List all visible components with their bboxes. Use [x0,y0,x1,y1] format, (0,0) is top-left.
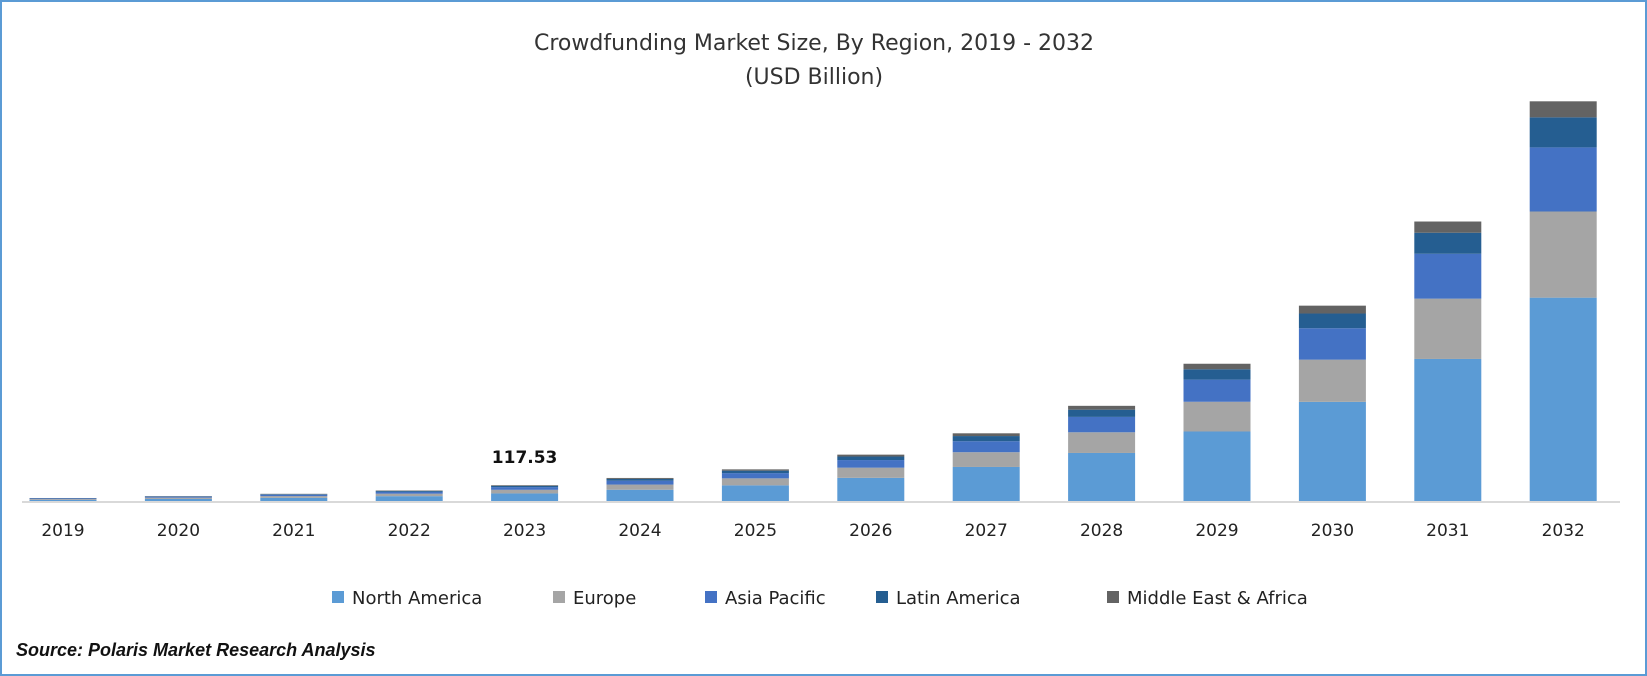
bar-2026-north-america [837,477,905,502]
bar-2030-latin-america [1298,313,1366,329]
bar-2021-asia-pacific [260,494,328,497]
bar-2029-north-america [1183,431,1251,502]
legend-label: North America [352,588,482,609]
legend-label: Europe [573,588,636,609]
bar-2022-europe [375,493,443,497]
bar-2019-asia-pacific [29,498,97,500]
bar-2024-asia-pacific [606,480,674,485]
legend-swatch [553,591,565,603]
bar-2031-middle-east-africa [1414,221,1482,233]
x-tick-label: 2023 [503,521,546,541]
bar-2022-latin-america [375,491,443,492]
x-tick-label: 2019 [41,521,84,541]
bar-2023-latin-america [491,485,559,488]
chart-subtitle: (USD Billion) [745,65,883,90]
bar-2029-asia-pacific [1183,379,1251,402]
bar-2023-europe [491,489,559,494]
bar-2027-middle-east-africa [952,433,1020,437]
bar-2029-europe [1183,401,1251,432]
bar-2031-asia-pacific [1414,253,1482,299]
x-tick-label: 2030 [1311,521,1354,541]
bar-2021-north-america [260,497,328,502]
bar-2023-asia-pacific [491,487,559,490]
bar-2030-north-america [1298,401,1366,502]
bar-2032-middle-east-africa [1529,101,1597,118]
bar-2026-asia-pacific [837,460,905,468]
bar-2027-north-america [952,466,1020,502]
bar-2029-latin-america [1183,369,1251,380]
bar-2020-europe [144,497,212,499]
bar-2023-north-america [491,493,559,502]
chart-title: Crowdfunding Market Size, By Region, 201… [534,31,1094,56]
bar-2032-europe [1529,211,1597,298]
x-tick-label: 2028 [1080,521,1123,541]
bar-2024-latin-america [606,478,674,481]
bar-2025-europe [721,478,789,486]
bar-2019-north-america [29,499,97,502]
bar-2021-europe [260,496,328,498]
bar-2027-latin-america [952,436,1020,442]
bar-2030-europe [1298,359,1366,402]
bar-2025-latin-america [721,470,789,474]
bar-2024-europe [606,484,674,490]
x-tick-label: 2032 [1542,521,1585,541]
legend-swatch [705,591,717,603]
legend-swatch [1107,591,1119,603]
legend: North America Europe Asia Pacific Latin Ame… [332,588,1308,609]
bar-2024-middle-east-africa [606,477,674,479]
bar-2029-middle-east-africa [1183,363,1251,370]
bar-2028-latin-america [1068,409,1136,417]
x-tick-label: 2027 [965,521,1008,541]
bar-2027-europe [952,452,1020,467]
bar-2030-middle-east-africa [1298,305,1366,314]
x-tick-label: 2020 [157,521,200,541]
bar-2021-latin-america [260,494,328,495]
bar-2026-middle-east-africa [837,454,905,457]
x-tick-label: 2022 [388,521,431,541]
bar-2024-north-america [606,489,674,502]
bar-2026-europe [837,467,905,478]
bar-2030-asia-pacific [1298,328,1366,360]
legend-label: Middle East & Africa [1127,588,1308,609]
bar-2032-asia-pacific [1529,147,1597,212]
bar-2028-middle-east-africa [1068,405,1136,410]
bar-2027-asia-pacific [952,441,1020,453]
legend-swatch [876,591,888,603]
bar-2031-europe [1414,298,1482,359]
source-note: Source: Polaris Market Research Analysis [16,640,376,660]
legend-label: Latin America [896,588,1021,609]
bar-2028-north-america [1068,452,1136,502]
bar-2032-latin-america [1529,117,1597,148]
x-tick-label: 2021 [272,521,315,541]
x-tick-label: 2024 [618,521,661,541]
legend-swatch [332,591,344,603]
bar-2031-latin-america [1414,232,1482,254]
bar-2020-north-america [144,498,212,502]
bar-2025-north-america [721,485,789,502]
x-tick-label: 2029 [1195,521,1238,541]
bar-2019-europe [29,499,97,500]
bar-2025-asia-pacific [721,473,789,479]
bar-2028-asia-pacific [1068,416,1136,433]
bar-2032-north-america [1529,297,1597,502]
data-label: 117.53 [492,448,558,468]
bar-2026-latin-america [837,456,905,461]
bar-2025-middle-east-africa [721,469,789,471]
bar-2022-north-america [375,496,443,502]
bar-2023-middle-east-africa [491,485,559,486]
bar-2028-europe [1068,432,1136,453]
x-tick-label: 2026 [849,521,892,541]
x-tick-label: 2025 [734,521,777,541]
bar-2020-asia-pacific [144,496,212,498]
legend-label: Asia Pacific [725,588,826,609]
bar-2022-asia-pacific [375,491,443,494]
bar-2031-north-america [1414,358,1482,502]
x-tick-label: 2031 [1426,521,1469,541]
